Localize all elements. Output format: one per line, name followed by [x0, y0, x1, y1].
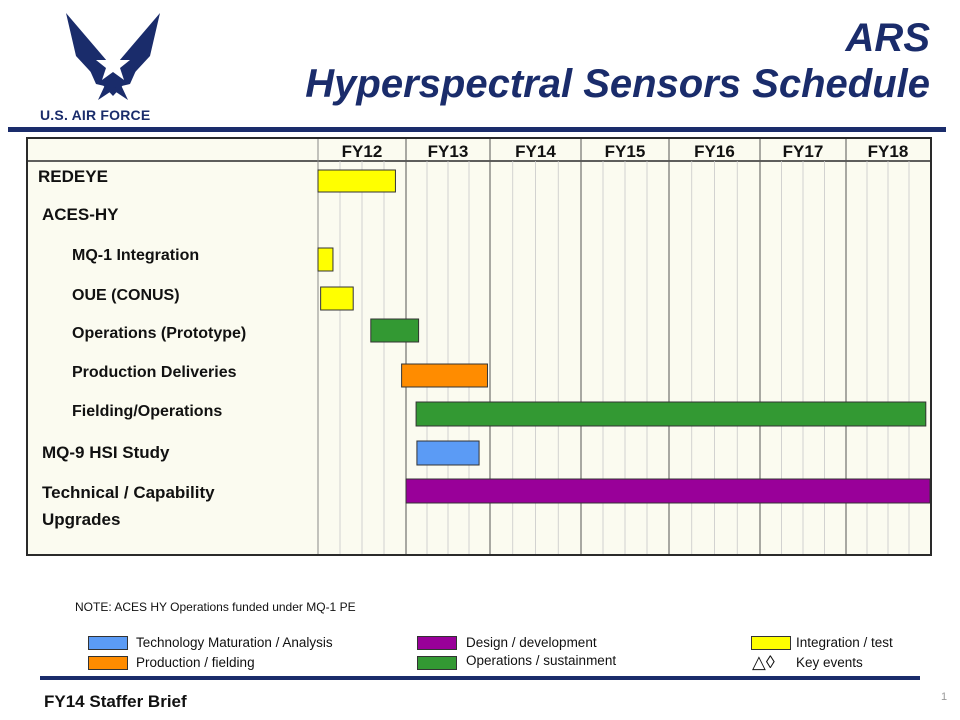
row-label: Fielding/Operations: [72, 403, 223, 420]
key-events-symbols: △◊: [752, 652, 775, 672]
legend-swatch-integration: [751, 636, 791, 650]
schedule-bar: [317, 247, 334, 272]
row-label: MQ-9 HSI Study: [42, 443, 170, 462]
legend-label-production: Production / fielding: [136, 655, 255, 670]
row-label: ACES-HY: [42, 205, 119, 224]
legend-label-design: Design / development: [466, 635, 597, 650]
air-force-logo: [66, 13, 160, 100]
schedule-bar: [317, 169, 396, 193]
schedule-bar: [401, 363, 488, 388]
legend-label-integration: Integration / test: [796, 635, 893, 650]
header-divider: [8, 127, 946, 132]
row-label: OUE (CONUS): [72, 287, 180, 304]
logo-text: U.S. AIR FORCE: [40, 107, 151, 123]
schedule-bar: [415, 401, 927, 427]
schedule-chart-svg: FY12 FY13 FY14 FY15 FY16 FY17 FY18: [28, 139, 930, 554]
legend-swatch-design: [417, 636, 457, 650]
row-label: Technical / Capability Upgrades: [42, 483, 215, 529]
row-label: REDEYE: [38, 167, 108, 186]
row-label: Operations (Prototype): [72, 325, 247, 342]
funding-note: NOTE: ACES HY Operations funded under MQ…: [75, 600, 356, 614]
page-number: 1: [941, 691, 948, 703]
fiscal-year-label: FY13: [428, 142, 469, 161]
row-label: MQ-1 Integration: [72, 247, 200, 264]
row-label: Production Deliveries: [72, 364, 237, 381]
fiscal-year-label: FY12: [342, 142, 383, 161]
legend-label-technology: Technology Maturation / Analysis: [136, 635, 333, 650]
fiscal-year-label: FY14: [515, 142, 556, 161]
footer-text: FY14 Staffer Brief: [44, 692, 187, 711]
legend-swatch-operations: [417, 656, 457, 670]
schedule-chart: FY12 FY13 FY14 FY15 FY16 FY17 FY18 REDEYE ACES-…: [26, 137, 932, 556]
fiscal-year-label: FY15: [605, 142, 646, 161]
legend-swatch-production: [88, 656, 128, 670]
fiscal-year-label: FY18: [868, 142, 909, 161]
slide-title-line2: Hyperspectral Sensors Schedule: [305, 62, 930, 106]
legend-label-operations: Operations / sustainment: [466, 653, 617, 668]
schedule-bar: [320, 286, 354, 311]
schedule-bar: [370, 318, 420, 343]
fiscal-year-label: FY17: [783, 142, 824, 161]
schedule-bar: [416, 440, 480, 466]
legend-swatch-technology: [88, 636, 128, 650]
legend-label-key-events: Key events: [796, 655, 863, 670]
footer-divider: [40, 676, 920, 680]
slide-title-line1: ARS: [845, 16, 930, 60]
schedule-bar: [405, 478, 930, 504]
fiscal-year-label: FY16: [694, 142, 735, 161]
